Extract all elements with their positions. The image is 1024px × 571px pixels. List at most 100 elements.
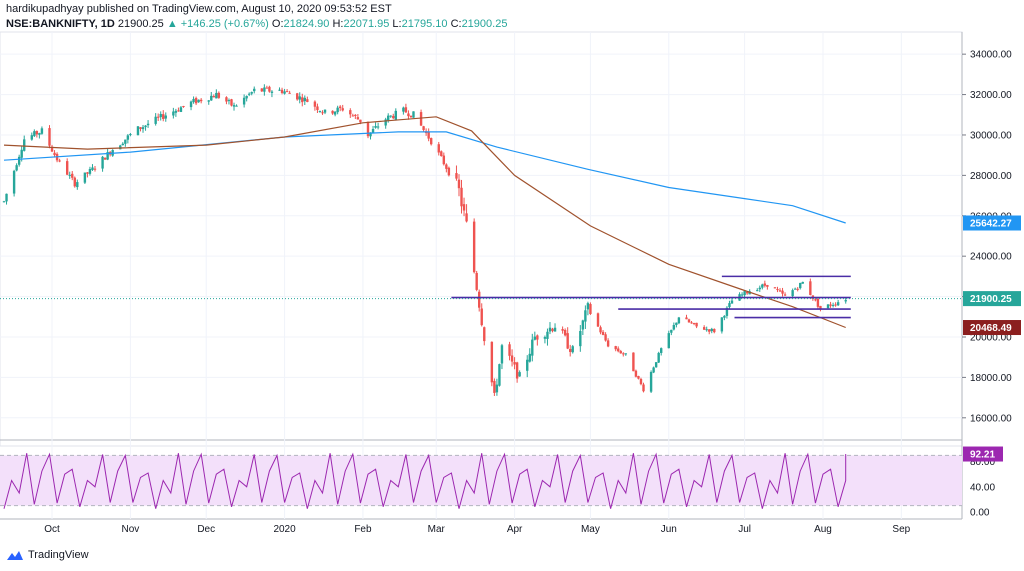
candle-body (584, 310, 587, 322)
candle-body (826, 304, 830, 309)
candle-body (831, 304, 835, 306)
candle-body (53, 152, 56, 156)
candle-body (756, 290, 759, 292)
candle-body (71, 173, 74, 178)
candle-body (247, 93, 251, 95)
oscillator-pane (0, 452, 962, 509)
candle-body (490, 341, 494, 383)
y-tick-label: 32000.00 (970, 90, 1012, 101)
candle-body (349, 110, 352, 115)
candle-body (536, 335, 539, 340)
candle-body (409, 115, 413, 118)
candle-body (369, 132, 372, 137)
candle-body (141, 127, 145, 130)
candle-body (695, 322, 698, 327)
candle-body (513, 362, 516, 365)
candle-body (634, 370, 638, 377)
candle-body (212, 96, 215, 98)
candle-body (40, 128, 44, 134)
candle-body (637, 375, 640, 379)
x-tick-label: Aug (814, 524, 832, 535)
candle-body (306, 99, 309, 102)
x-tick-label: May (581, 524, 600, 535)
candle-body (606, 340, 610, 347)
candle-body (422, 126, 425, 130)
candle-body (791, 290, 794, 297)
candle-body (354, 114, 357, 117)
last-price: 21900.25 (117, 18, 164, 30)
candle-body (518, 372, 521, 377)
low-value: 21795.10 (401, 18, 448, 30)
candle-body (475, 272, 478, 290)
candle-body (819, 305, 822, 309)
candle-body (88, 169, 92, 174)
candle-body (35, 131, 39, 135)
candle-body (48, 128, 51, 146)
candle-body (298, 96, 301, 100)
candle-body (103, 157, 107, 160)
candle-body (17, 156, 21, 165)
y-tick-label: 28000.00 (970, 171, 1012, 182)
oscillator-tick-label: 40.00 (970, 482, 995, 493)
candle-body (442, 155, 446, 165)
x-tick-label: 2020 (273, 524, 296, 535)
candle-body (510, 355, 514, 362)
candle-body (76, 182, 79, 188)
y-tick-label: 34000.00 (970, 50, 1012, 61)
candle-body (796, 288, 799, 290)
candle-body (483, 327, 486, 342)
x-tick-label: Jun (661, 524, 677, 535)
candle-body (73, 177, 76, 187)
candle-body (586, 303, 590, 310)
candle-body (814, 299, 817, 301)
candle-body (624, 353, 628, 355)
candle-body (462, 204, 466, 211)
candle-body (649, 372, 653, 392)
low-label: L: (392, 18, 402, 30)
candle-body (493, 380, 496, 393)
oscillator-line (3, 452, 847, 509)
candle-body (374, 126, 377, 128)
price-tag (963, 215, 1021, 231)
candle-body (285, 91, 289, 93)
candle-body (376, 126, 380, 128)
candle-body (15, 165, 18, 171)
candle-body (657, 352, 660, 363)
candle-body (260, 88, 264, 92)
candle-body (783, 294, 787, 296)
candle-body (217, 92, 221, 98)
candle-body (288, 92, 291, 94)
candle-body (654, 362, 658, 368)
price-axis: 16000.0018000.0020000.0022000.0024000.00… (962, 50, 1021, 518)
candle-body (579, 330, 582, 347)
candle-body (270, 91, 274, 93)
candle-body (799, 282, 802, 289)
candle-body (331, 110, 334, 114)
candle-body (356, 117, 360, 120)
candle-body (384, 119, 387, 126)
candle-body (692, 323, 696, 325)
candle-body (619, 351, 622, 354)
candle-body (478, 291, 481, 308)
moving-average-short (3, 116, 846, 329)
candle-body (728, 303, 731, 308)
candle-body (720, 317, 724, 332)
candle-body (129, 134, 132, 136)
close-value: 21900.25 (461, 18, 508, 30)
candle-body (437, 144, 440, 153)
candle-body (407, 113, 410, 117)
y-tick-label: 18000.00 (970, 373, 1012, 384)
oscillator-tick-label: 0.00 (970, 507, 990, 518)
candle-body (801, 281, 804, 284)
candle-body (528, 353, 531, 362)
candle-body (763, 283, 767, 286)
candle-body (164, 115, 167, 119)
x-tick-label: Apr (507, 524, 523, 535)
candle-body (278, 89, 281, 91)
candle-body (781, 290, 784, 294)
candle-body (563, 329, 567, 336)
candle-body (139, 127, 142, 129)
candle-body (723, 315, 726, 318)
candle-body (321, 112, 324, 114)
